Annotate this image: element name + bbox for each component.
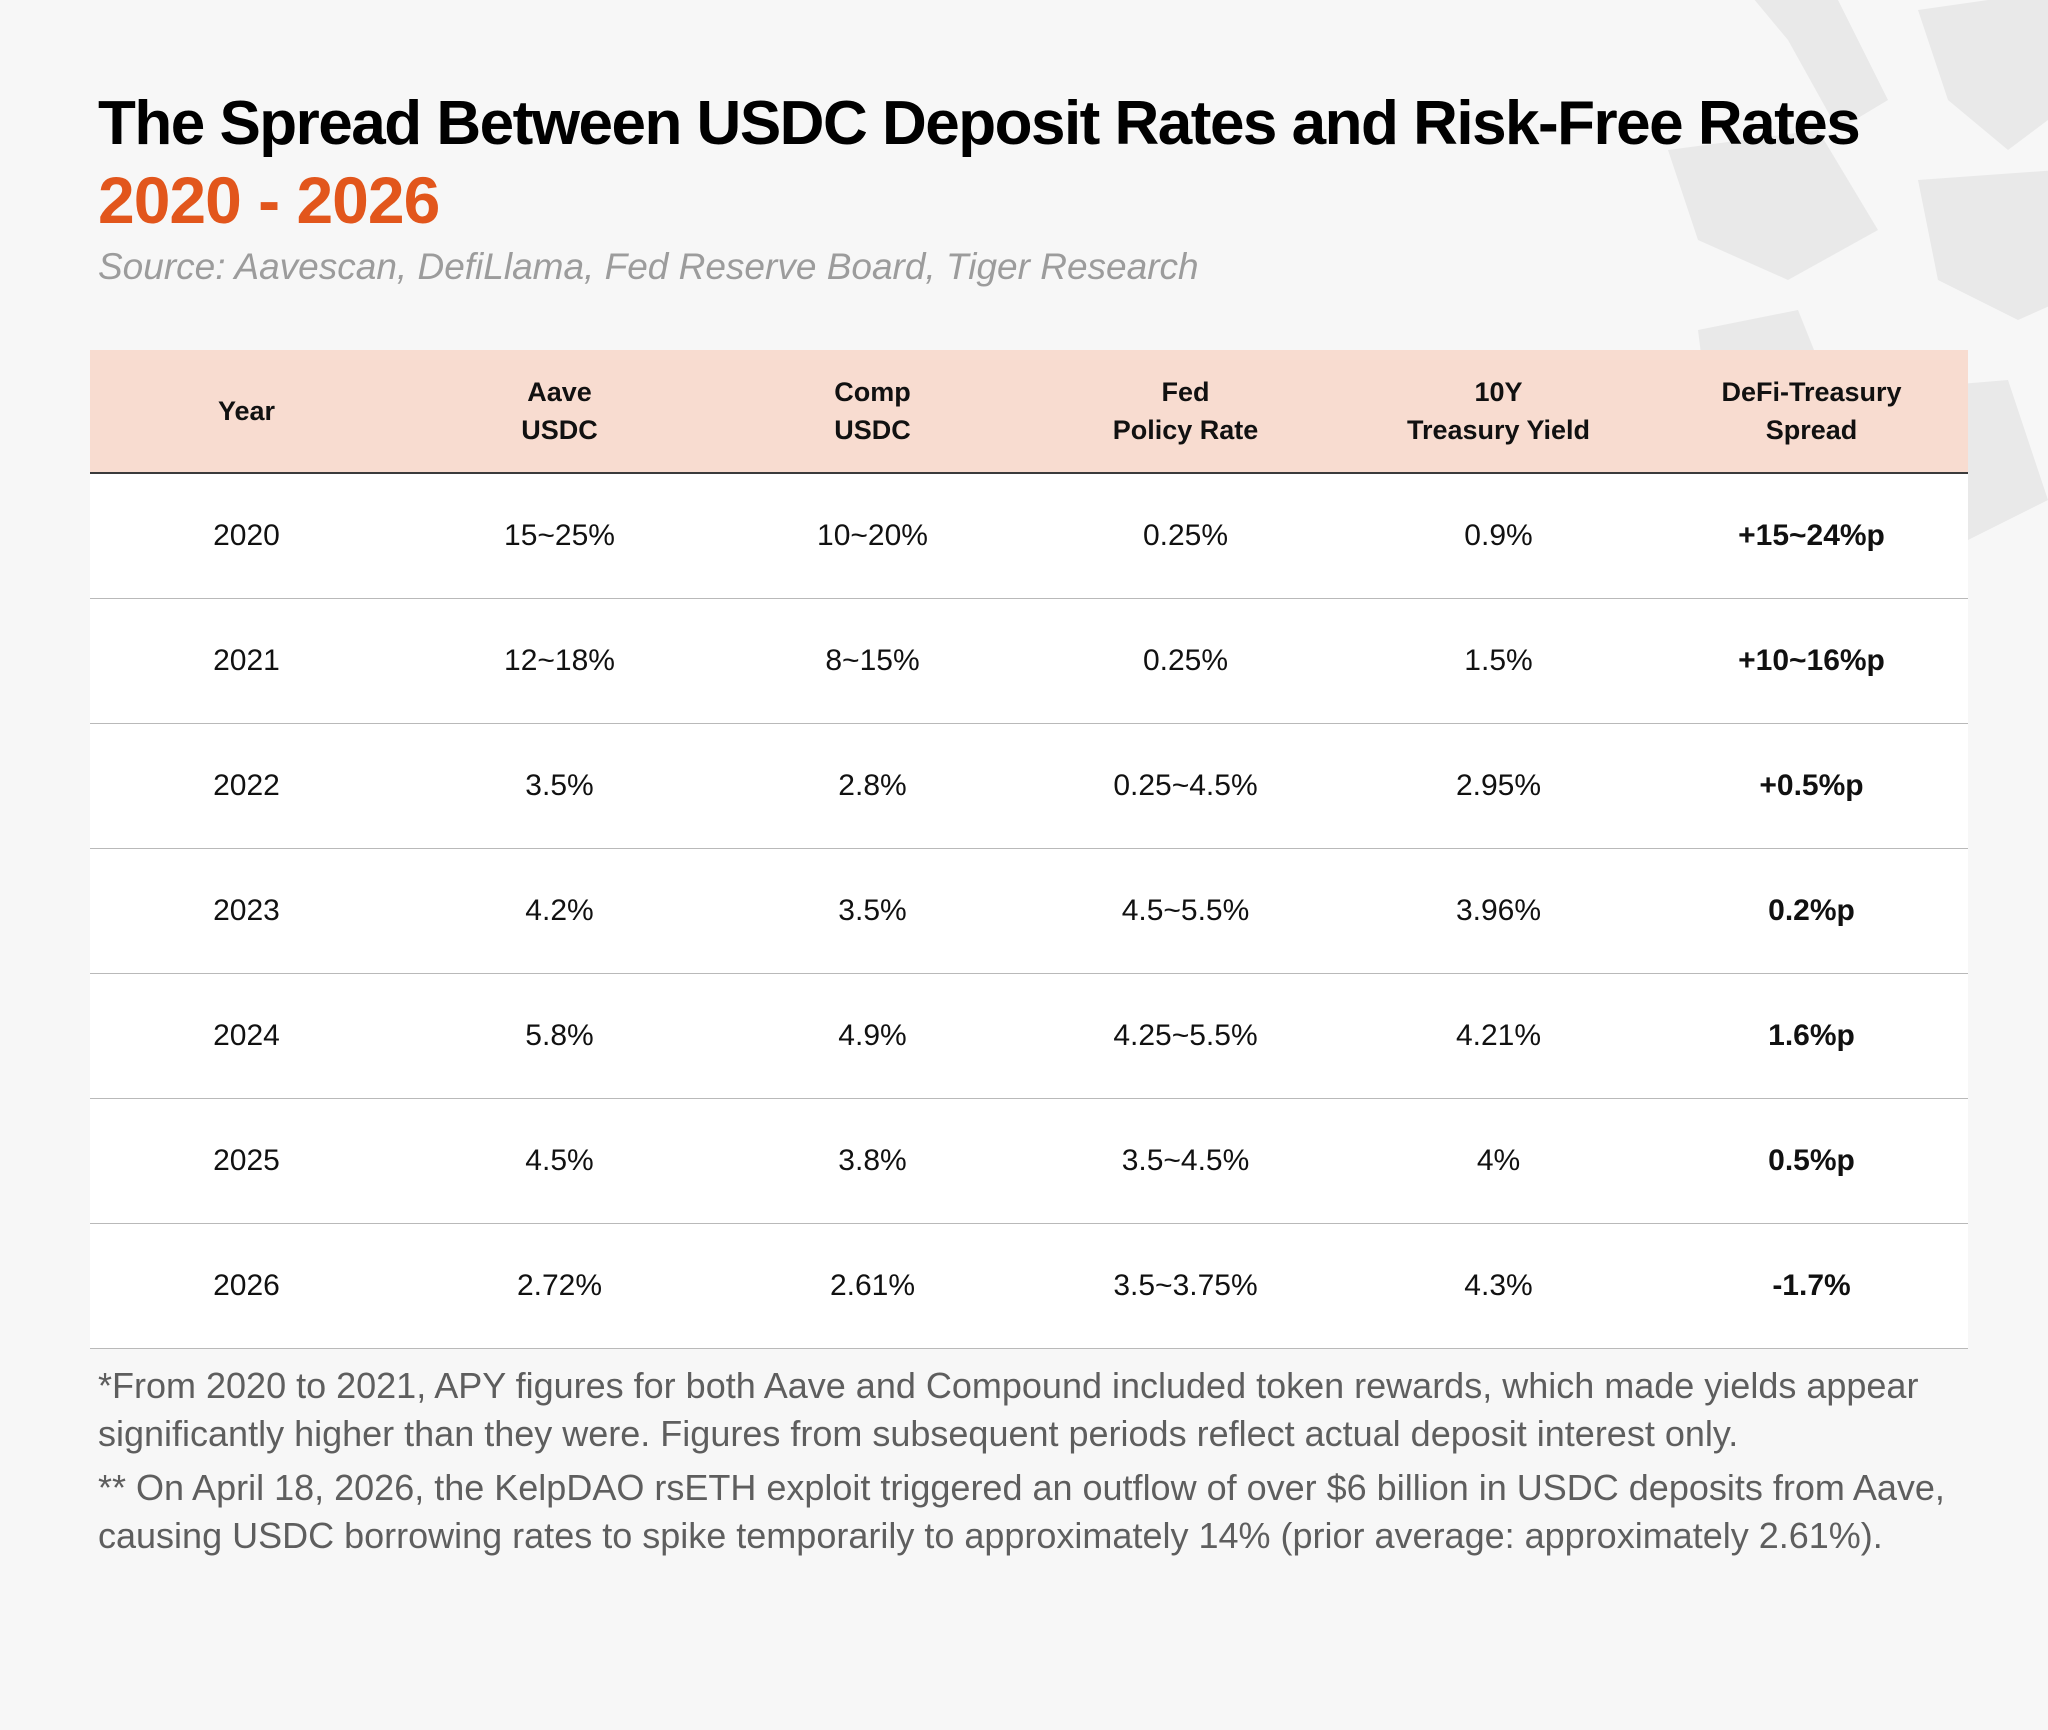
footnote-token-rewards: *From 2020 to 2021, APY figures for both…: [98, 1365, 1919, 1454]
header-line: 10Y: [1474, 377, 1523, 407]
cell-treasury-yield: 0.9%: [1342, 473, 1655, 599]
cell-treasury-yield: 4.21%: [1342, 973, 1655, 1099]
cell-aave-usdc: 15~25%: [403, 473, 716, 599]
footnote-kelpdao-exploit: ** On April 18, 2026, the KelpDAO rsETH …: [98, 1467, 1945, 1556]
header-line: DeFi-Treasury: [1721, 377, 1902, 407]
cell-treasury-yield: 4%: [1342, 1098, 1655, 1224]
cell-spread: +15~24%p: [1655, 473, 1968, 599]
cell-fed-policy-rate: 3.5~4.5%: [1029, 1098, 1342, 1224]
cell-spread: +0.5%p: [1655, 723, 1968, 849]
table-row: 2020 15~25% 10~20% 0.25% 0.9% +15~24%p: [90, 473, 1968, 599]
cell-treasury-yield: 2.95%: [1342, 723, 1655, 849]
table-row: 2026 2.72% 2.61% 3.5~3.75% 4.3% -1.7%: [90, 1223, 1968, 1349]
cell-fed-policy-rate: 0.25%: [1029, 473, 1342, 599]
cell-treasury-yield: 1.5%: [1342, 598, 1655, 724]
cell-year: 2024: [90, 973, 403, 1099]
header-10y-treasury-yield: 10Y Treasury Yield: [1342, 350, 1655, 474]
cell-aave-usdc: 4.2%: [403, 848, 716, 974]
cell-year: 2025: [90, 1098, 403, 1224]
source-line: Source: Aavescan, DefiLlama, Fed Reserve…: [98, 246, 1199, 287]
cell-year: 2026: [90, 1223, 403, 1349]
cell-comp-usdc: 3.5%: [716, 848, 1029, 974]
cell-comp-usdc: 8~15%: [716, 598, 1029, 724]
table-body: 2020 15~25% 10~20% 0.25% 0.9% +15~24%p 2021 12~…: [90, 473, 1968, 1349]
cell-spread: 0.2%p: [1655, 848, 1968, 974]
cell-fed-policy-rate: 0.25~4.5%: [1029, 723, 1342, 849]
table-header: Year Aave USDC Comp USDC Fed Policy Rate…: [90, 350, 1968, 474]
cell-year: 2022: [90, 723, 403, 849]
footnotes: *From 2020 to 2021, APY figures for both…: [98, 1362, 1978, 1566]
chart-subtitle: 2020 - 2026: [98, 163, 440, 237]
cell-year: 2020: [90, 473, 403, 599]
cell-comp-usdc: 4.9%: [716, 973, 1029, 1099]
cell-aave-usdc: 12~18%: [403, 598, 716, 724]
table-row: 2021 12~18% 8~15% 0.25% 1.5% +10~16%p: [90, 598, 1968, 724]
cell-year: 2021: [90, 598, 403, 724]
header-fed-policy-rate: Fed Policy Rate: [1029, 350, 1342, 474]
cell-treasury-yield: 3.96%: [1342, 848, 1655, 974]
header-defi-treasury-spread: DeFi-Treasury Spread: [1655, 350, 1968, 474]
cell-treasury-yield: 4.3%: [1342, 1223, 1655, 1349]
cell-aave-usdc: 3.5%: [403, 723, 716, 849]
header-line: Year: [217, 396, 276, 426]
cell-aave-usdc: 2.72%: [403, 1223, 716, 1349]
table-row: 2024 5.8% 4.9% 4.25~5.5% 4.21% 1.6%p: [90, 973, 1968, 1099]
cell-comp-usdc: 10~20%: [716, 473, 1029, 599]
header-comp-usdc: Comp USDC: [716, 350, 1029, 474]
cell-spread: -1.7%: [1655, 1223, 1968, 1349]
header-row: Year Aave USDC Comp USDC Fed Policy Rate…: [90, 350, 1968, 474]
cell-aave-usdc: 5.8%: [403, 973, 716, 1099]
data-table-container: Year Aave USDC Comp USDC Fed Policy Rate…: [90, 350, 1968, 1349]
header-line: Comp: [834, 377, 911, 407]
cell-fed-policy-rate: 3.5~3.75%: [1029, 1223, 1342, 1349]
header-line: USDC: [521, 415, 598, 445]
cell-year: 2023: [90, 848, 403, 974]
header-aave-usdc: Aave USDC: [403, 350, 716, 474]
header-line: Fed: [1161, 377, 1210, 407]
cell-spread: 1.6%p: [1655, 973, 1968, 1099]
cell-fed-policy-rate: 4.25~5.5%: [1029, 973, 1342, 1099]
header-line: Aave: [527, 377, 592, 407]
header-line: Policy Rate: [1112, 415, 1259, 445]
cell-comp-usdc: 3.8%: [716, 1098, 1029, 1224]
table-row: 2025 4.5% 3.8% 3.5~4.5% 4% 0.5%p: [90, 1098, 1968, 1224]
header-line: Treasury Yield: [1406, 415, 1591, 445]
cell-aave-usdc: 4.5%: [403, 1098, 716, 1224]
header-year: Year: [90, 350, 403, 474]
cell-comp-usdc: 2.61%: [716, 1223, 1029, 1349]
table-row: 2023 4.2% 3.5% 4.5~5.5% 3.96% 0.2%p: [90, 848, 1968, 974]
spread-table: Year Aave USDC Comp USDC Fed Policy Rate…: [90, 350, 1968, 1349]
header-line: USDC: [834, 415, 911, 445]
cell-fed-policy-rate: 0.25%: [1029, 598, 1342, 724]
cell-spread: +10~16%p: [1655, 598, 1968, 724]
header-line: Spread: [1765, 415, 1858, 445]
cell-spread: 0.5%p: [1655, 1098, 1968, 1224]
cell-fed-policy-rate: 4.5~5.5%: [1029, 848, 1342, 974]
chart-title: The Spread Between USDC Deposit Rates an…: [98, 89, 1861, 158]
cell-comp-usdc: 2.8%: [716, 723, 1029, 849]
table-row: 2022 3.5% 2.8% 0.25~4.5% 2.95% +0.5%p: [90, 723, 1968, 849]
